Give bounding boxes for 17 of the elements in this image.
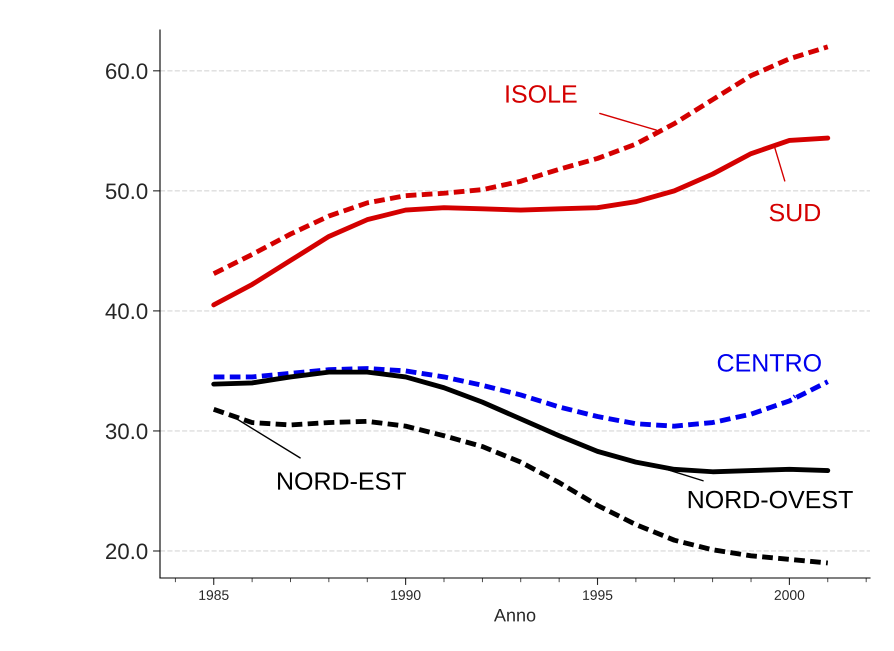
y-tick-label: 40.0 (105, 303, 148, 320)
y-tick-label: 20.0 (106, 544, 148, 560)
annotation: CENTRO (718, 354, 821, 372)
annotation: NORD-OVEST (688, 490, 853, 508)
y-tick-label: 30.0 (106, 423, 148, 440)
annotation: ISOLE (506, 85, 577, 103)
x-axis-title: Anno (494, 608, 536, 622)
y-tick-label: 60.0 (106, 63, 148, 80)
x-tick-label: 1985 (199, 590, 229, 600)
annotation: NORD-EST (278, 472, 406, 490)
line-series (211, 44, 830, 276)
annotation: SUD (770, 204, 820, 222)
x-tick-label: 1995 (583, 590, 612, 600)
line-series (211, 136, 830, 308)
x-tick-label: 2000 (774, 590, 804, 600)
x-tick-label: 1990 (391, 590, 421, 600)
y-tick-label: 50.0 (106, 183, 148, 200)
